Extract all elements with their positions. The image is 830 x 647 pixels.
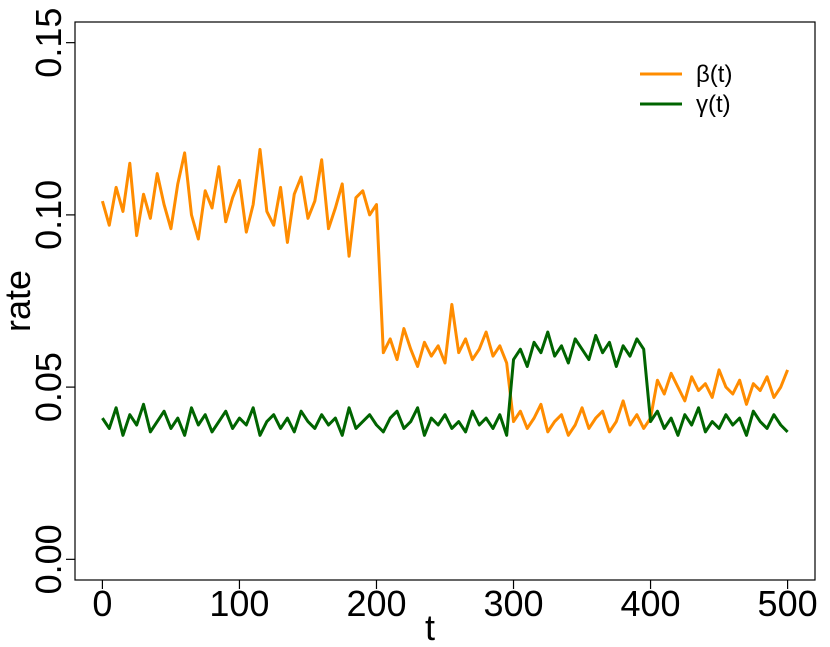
x-axis-label: t [425, 607, 435, 642]
legend-label: γ(t) [696, 91, 731, 118]
x-tick-label: 200 [346, 583, 406, 624]
y-tick-label: 0.15 [28, 8, 69, 78]
legend-label: β(t) [696, 61, 732, 88]
y-axis-label: rate [0, 270, 38, 332]
x-tick-label: 500 [758, 583, 818, 624]
y-tick-label: 0.00 [28, 524, 69, 594]
plot-box [74, 21, 816, 581]
line-series [101, 330, 789, 437]
x-tick-label: 400 [621, 583, 681, 624]
x-tick-label: 0 [92, 583, 112, 624]
x-tick-label: 300 [483, 583, 543, 624]
y-tick-label: 0.05 [28, 352, 69, 422]
x-tick-label: 100 [209, 583, 269, 624]
line-series [100, 147, 789, 437]
y-tick-label: 0.10 [28, 180, 69, 250]
